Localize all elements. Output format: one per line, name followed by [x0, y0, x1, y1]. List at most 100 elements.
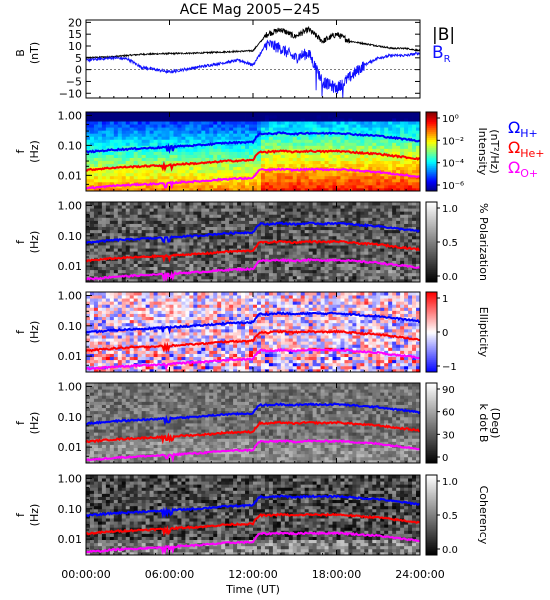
spectrogram-cell — [193, 157, 198, 162]
spectrogram-cell — [221, 257, 226, 261]
spectrogram-cell — [153, 359, 158, 364]
spectrogram-cell — [368, 238, 373, 243]
spectrogram-cell — [272, 269, 278, 274]
spectrogram-cell — [328, 142, 333, 146]
spectrogram-cell — [97, 341, 103, 345]
spectrogram-cell — [404, 275, 409, 280]
spectrogram-cell — [209, 115, 214, 119]
spectrogram-cell — [324, 169, 329, 174]
spectrogram-cell — [137, 328, 143, 333]
spectrogram-cell — [360, 184, 365, 189]
spectrogram-cell — [233, 217, 238, 221]
spectrogram-cell — [412, 169, 417, 174]
spectrogram-cell — [109, 133, 115, 137]
spectrogram-cell — [105, 220, 111, 224]
spectrogram-cell — [264, 184, 270, 189]
spectrogram-cell — [213, 133, 218, 137]
spectrogram-cell — [336, 266, 341, 271]
colorbar-cell — [426, 125, 437, 129]
spectrogram-cell — [97, 260, 103, 264]
spectrogram-cell — [149, 350, 154, 354]
spectrogram-cell — [253, 220, 258, 224]
spectrogram-cell — [109, 298, 115, 302]
spectrogram-cell — [121, 298, 127, 302]
colorbar-cell — [426, 242, 437, 245]
spectrogram-cell — [256, 157, 262, 162]
spectrogram-cell — [264, 178, 270, 183]
spectrogram-cell — [268, 214, 274, 218]
spectrogram-cell — [300, 151, 306, 155]
spectrogram-cell — [336, 181, 341, 186]
spectrogram-cell — [372, 115, 377, 119]
spectrogram-cell — [121, 362, 127, 367]
spectrogram-cell — [296, 229, 302, 234]
spectrogram-cell — [169, 205, 174, 209]
spectrogram-cell — [408, 214, 413, 218]
spectrogram-cell — [113, 245, 119, 249]
spectrogram-cell — [416, 187, 421, 192]
spectrogram-cell — [89, 316, 95, 321]
spectrogram-cell — [304, 242, 310, 246]
spectrogram-cell — [296, 163, 302, 168]
spectrogram-cell — [213, 121, 218, 125]
spectrogram-cell — [332, 163, 337, 168]
spectrogram-cell — [376, 202, 381, 206]
spectrogram-cell — [193, 229, 198, 234]
spectrogram-cell — [237, 217, 242, 221]
spectrogram-cell — [284, 275, 290, 280]
spectrogram-cell — [213, 211, 218, 215]
spectrogram-cell — [185, 124, 190, 128]
spectrogram-cell — [404, 133, 409, 137]
spectrogram-cell — [380, 163, 385, 168]
spectrogram-cell — [344, 139, 349, 143]
spectrogram-cell — [193, 133, 198, 137]
spectrogram-cell — [253, 115, 258, 119]
spectrogram-cell — [340, 245, 345, 249]
spectrogram-cell — [189, 130, 194, 134]
spectrogram-cell — [101, 368, 107, 373]
spectrogram-cell — [384, 223, 389, 228]
spectrogram-cell — [320, 235, 325, 240]
spectrogram-cell — [332, 133, 337, 137]
spectrogram-cell — [169, 245, 174, 249]
spectrogram-cell — [328, 232, 333, 237]
spectrogram-cell — [396, 235, 401, 240]
spectrogram-cell — [241, 211, 246, 215]
spectrogram-cell — [141, 245, 147, 249]
spectrogram-cell — [86, 328, 91, 333]
spectrogram-cell — [241, 130, 246, 134]
spectrogram-cell — [129, 263, 135, 268]
spectrogram-cell — [229, 154, 234, 158]
spectrogram-cell — [177, 278, 182, 283]
spectrogram-cell — [225, 254, 230, 258]
spectrogram-cell — [400, 124, 405, 128]
spectrogram-cell — [165, 130, 170, 134]
spectrogram-cell — [86, 353, 91, 358]
spectrogram-cell — [416, 151, 421, 155]
spectrogram-cell — [356, 217, 361, 221]
colorbar-cell — [426, 266, 437, 269]
colorbar-cell — [426, 121, 437, 125]
spectrogram-cell — [233, 208, 238, 212]
spectrogram-cell — [320, 166, 325, 171]
spectrogram-cell — [284, 269, 290, 274]
spectrogram-cell — [86, 211, 91, 215]
spectrogram-cell — [197, 226, 202, 231]
spectrogram-cell — [372, 181, 377, 186]
colorbar-cell — [426, 212, 437, 215]
spectrogram-cell — [256, 272, 262, 277]
spectrogram-cell — [324, 260, 329, 264]
spectrogram-cell — [225, 229, 230, 234]
spectrogram-cell — [388, 211, 393, 215]
spectrogram-cell — [141, 322, 147, 327]
spectrogram-cell — [292, 127, 298, 131]
spectrogram-cell — [125, 245, 131, 249]
spectrogram-cell — [356, 278, 361, 283]
spectrogram-cell — [217, 235, 222, 240]
spectrogram-cell — [97, 295, 103, 299]
spectrogram-cell — [384, 148, 389, 152]
spectrogram-cell — [105, 226, 111, 231]
spectrogram-cell — [292, 272, 298, 277]
spectrogram-cell — [249, 187, 254, 192]
